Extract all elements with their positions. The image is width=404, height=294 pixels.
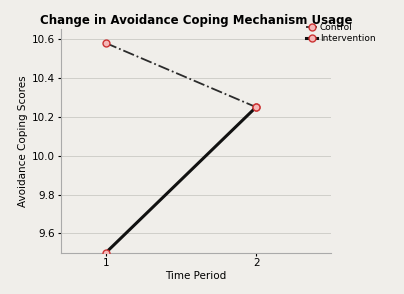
Intervention xyxy=(254,105,259,109)
Control xyxy=(103,41,108,45)
Intervention xyxy=(103,251,108,255)
Control xyxy=(254,105,259,109)
Legend: Control, Intervention: Control, Intervention xyxy=(306,23,375,44)
Y-axis label: Avoidance Coping Scores: Avoidance Coping Scores xyxy=(18,75,28,207)
Line: Intervention: Intervention xyxy=(102,104,259,256)
Line: Control: Control xyxy=(102,39,259,111)
Title: Change in Avoidance Coping Mechanism Usage: Change in Avoidance Coping Mechanism Usa… xyxy=(40,14,352,27)
X-axis label: Time Period: Time Period xyxy=(165,271,227,281)
